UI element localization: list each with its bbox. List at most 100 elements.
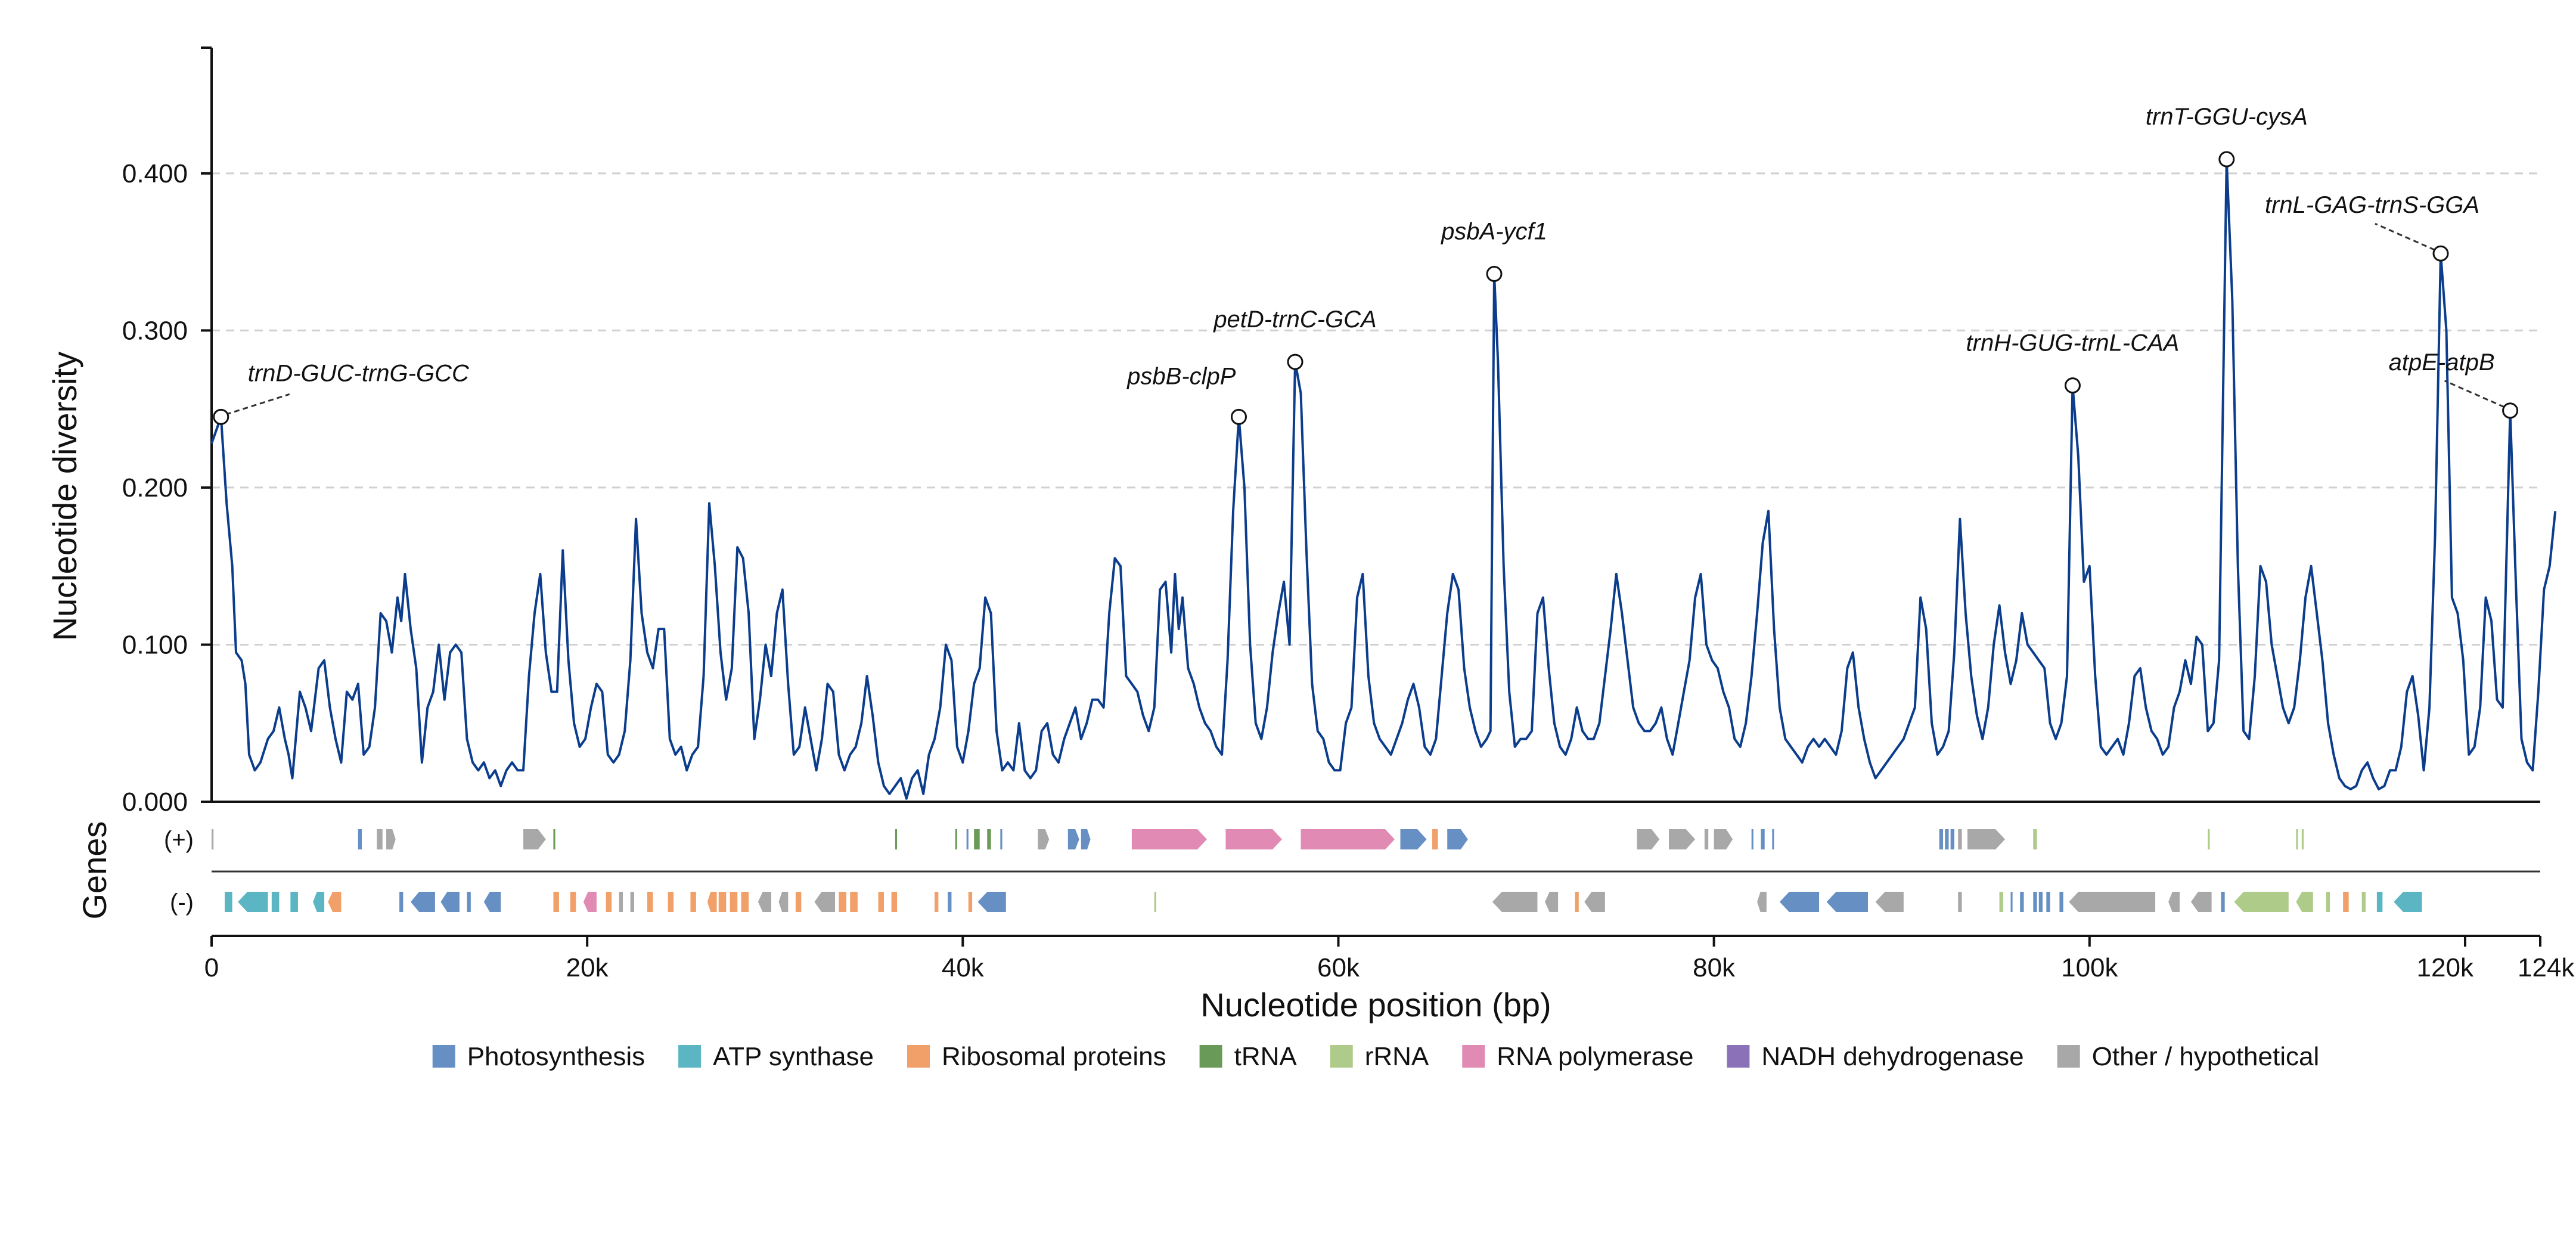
gene-block bbox=[290, 892, 298, 912]
gene-block bbox=[2033, 829, 2037, 849]
gene-block bbox=[358, 829, 362, 849]
gene-block bbox=[1492, 892, 1538, 912]
gene-block bbox=[1958, 892, 1962, 912]
gene-block bbox=[1000, 829, 1003, 849]
gene-block bbox=[2046, 892, 2050, 912]
legend-swatch bbox=[1727, 1045, 1750, 1068]
x-tick-label: 120k bbox=[2417, 953, 2474, 982]
annotation-leader bbox=[2444, 380, 2505, 408]
legend-swatch bbox=[1462, 1045, 1485, 1068]
gene-block bbox=[668, 892, 674, 912]
gene-block bbox=[974, 829, 980, 849]
legend-swatch bbox=[1330, 1045, 1353, 1068]
gene-block bbox=[583, 892, 597, 912]
gene-block bbox=[1704, 829, 1709, 849]
gene-block bbox=[553, 892, 559, 912]
peak-annotation: psbB-clpP bbox=[1126, 363, 1247, 425]
gene-block bbox=[553, 829, 555, 849]
gene-block bbox=[2038, 892, 2043, 912]
legend-swatch bbox=[432, 1045, 455, 1068]
legend-label: ATP synthase bbox=[713, 1042, 874, 1071]
legend-item: Other / hypothetical bbox=[2057, 1042, 2319, 1071]
gene-block bbox=[891, 892, 898, 912]
annotation-label: trnT-GGU-cysA bbox=[2146, 104, 2308, 130]
gene-block bbox=[1432, 829, 1438, 849]
series-layer bbox=[210, 158, 2557, 800]
gene-block bbox=[1761, 829, 1765, 849]
diversity-series-line bbox=[210, 158, 2557, 800]
gene-block bbox=[212, 829, 214, 849]
gene-block bbox=[1067, 829, 1079, 849]
peak-annotation: trnD-GUC-trnG-GCC bbox=[213, 360, 470, 425]
peak-marker bbox=[2502, 402, 2519, 419]
legend-label: RNA polymerase bbox=[1497, 1042, 1693, 1071]
gene-block bbox=[483, 892, 501, 912]
legend-label: Ribosomal proteins bbox=[942, 1042, 1166, 1071]
gene-block bbox=[410, 892, 435, 912]
gene-block bbox=[2296, 829, 2298, 849]
gene-block bbox=[2376, 892, 2383, 912]
peak-marker bbox=[1486, 266, 1503, 282]
legend-swatch bbox=[678, 1045, 702, 1068]
gene-block bbox=[758, 892, 771, 912]
x-axis-title: Nucleotide position (bp) bbox=[1200, 986, 1551, 1024]
gene-block bbox=[948, 892, 952, 912]
gene-track: Genes (+) (-) bbox=[76, 821, 2540, 920]
gene-block bbox=[1301, 829, 1395, 849]
gene-block bbox=[1575, 892, 1579, 912]
gene-block bbox=[1772, 829, 1774, 849]
gene-block bbox=[795, 892, 802, 912]
gene-track-title: Genes bbox=[76, 821, 113, 920]
gene-block bbox=[2168, 892, 2180, 912]
gene-block bbox=[313, 892, 325, 912]
gene-block bbox=[2033, 892, 2037, 912]
gene-block bbox=[2069, 892, 2156, 912]
legend-item: Ribosomal proteins bbox=[907, 1042, 1166, 1071]
y-tick-label: 0.000 bbox=[122, 787, 188, 817]
legend-item: ATP synthase bbox=[678, 1042, 874, 1071]
annotation-label: trnL-GAG-trnS-GGA bbox=[2265, 192, 2479, 218]
gene-block bbox=[1826, 892, 1869, 912]
gene-block bbox=[1154, 892, 1156, 912]
gene-block bbox=[1751, 829, 1753, 849]
gene-block bbox=[2234, 892, 2289, 912]
annotation-label: psbB-clpP bbox=[1126, 363, 1236, 389]
gene-block bbox=[630, 892, 634, 912]
peak-annotation: petD-trnC-GCA bbox=[1213, 306, 1377, 370]
peak-marker bbox=[1230, 408, 1247, 425]
gene-block bbox=[2208, 829, 2210, 849]
legend: Photosynthesis ATP synthase Ribosomal prot… bbox=[432, 1042, 2319, 1071]
gene-block bbox=[399, 892, 404, 912]
gene-block bbox=[467, 892, 471, 912]
gene-block bbox=[839, 892, 846, 912]
peak-annotation: trnT-GGU-cysA bbox=[2146, 104, 2308, 168]
gene-block bbox=[1757, 892, 1767, 912]
gene-block bbox=[730, 892, 738, 912]
gene-block bbox=[2326, 892, 2330, 912]
gene-block bbox=[1875, 892, 1904, 912]
peak-marker bbox=[1287, 353, 1303, 370]
gene-block bbox=[2301, 829, 2304, 849]
legend-label: Photosynthesis bbox=[467, 1042, 645, 1071]
gene-block bbox=[2296, 892, 2313, 912]
peak-annotation: psbA-ycf1 bbox=[1441, 219, 1547, 282]
gene-block bbox=[647, 892, 653, 912]
y-tick-label: 0.200 bbox=[122, 473, 188, 503]
peak-marker bbox=[213, 408, 229, 425]
gene-block bbox=[895, 829, 898, 849]
gene-block bbox=[707, 892, 717, 912]
gene-block bbox=[977, 892, 1006, 912]
annotation-leader bbox=[225, 393, 290, 415]
legend-label: rRNA bbox=[1365, 1042, 1429, 1071]
gene-block bbox=[225, 892, 232, 912]
gene-block bbox=[2361, 892, 2366, 912]
peak-marker bbox=[2218, 151, 2235, 168]
gene-block bbox=[271, 892, 280, 912]
gene-block bbox=[2059, 892, 2063, 912]
gene-block bbox=[1584, 892, 1605, 912]
gene-block bbox=[440, 892, 460, 912]
gene-block bbox=[2394, 892, 2422, 912]
y-axis-title: Nucleotide diversity bbox=[46, 352, 83, 641]
peak-annotations: trnD-GUC-trnG-GCC psbB-clpP petD-trnC-GCA p… bbox=[213, 104, 2519, 425]
